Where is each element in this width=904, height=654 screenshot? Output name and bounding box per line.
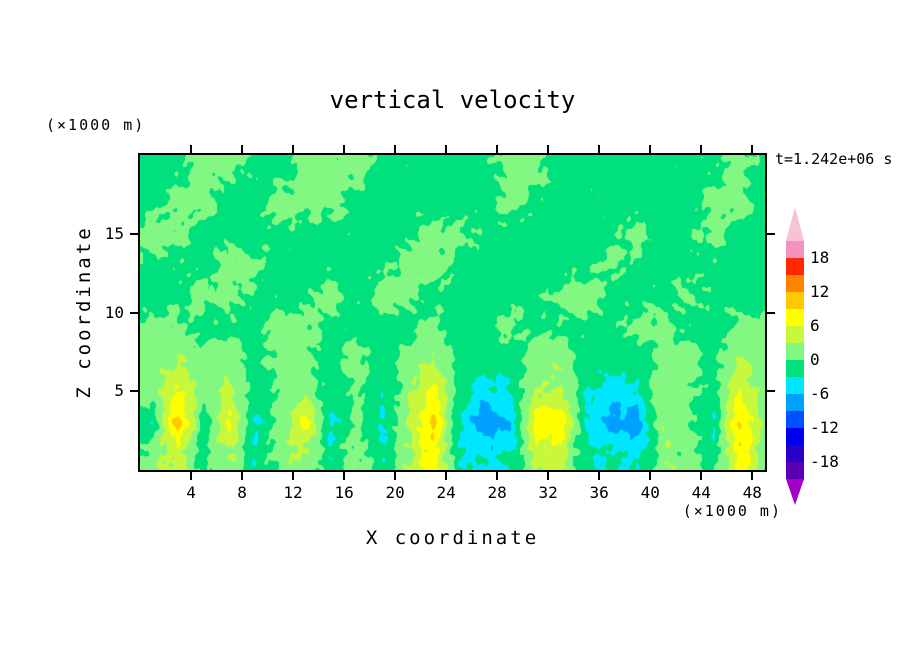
colorbar-segment bbox=[786, 394, 804, 411]
x-axis-tick-label: 4 bbox=[186, 483, 196, 502]
x-axis-tick bbox=[700, 145, 703, 153]
contour-field-canvas bbox=[140, 155, 765, 470]
colorbar-over-arrow bbox=[786, 207, 804, 241]
x-axis-tick bbox=[292, 472, 295, 480]
colorbar-segment bbox=[786, 428, 804, 445]
z-axis-tick bbox=[767, 390, 775, 393]
colorbar-segment bbox=[786, 292, 804, 309]
z-axis-tick bbox=[767, 232, 775, 235]
colorbar-tick-label: 6 bbox=[810, 316, 820, 335]
time-annotation: t=1.242e+06 s bbox=[775, 150, 893, 168]
x-axis-tick bbox=[343, 472, 346, 480]
y-axis-unit-label: (×1000 m) bbox=[46, 116, 146, 134]
x-axis-tick-label: 8 bbox=[237, 483, 247, 502]
x-axis-tick bbox=[598, 145, 601, 153]
x-axis-tick-label: 24 bbox=[436, 483, 456, 502]
x-axis-tick bbox=[700, 472, 703, 480]
x-axis-tick bbox=[241, 472, 244, 480]
x-axis-tick bbox=[598, 472, 601, 480]
colorbar-tick-label: 0 bbox=[810, 350, 820, 369]
colorbar-segment bbox=[786, 258, 804, 275]
colorbar-segment bbox=[786, 241, 804, 258]
x-axis-tick bbox=[394, 472, 397, 480]
colorbar-segment bbox=[786, 309, 804, 326]
x-axis-tick bbox=[547, 472, 550, 480]
colorbar-tick-label: -6 bbox=[810, 384, 830, 403]
x-axis-tick bbox=[190, 472, 193, 480]
colorbar-tick-label: 18 bbox=[810, 248, 830, 267]
x-axis-unit-label: (×1000 m) bbox=[682, 502, 782, 520]
colorbar-segment bbox=[786, 343, 804, 360]
plot-frame bbox=[138, 153, 767, 472]
colorbar-segment bbox=[786, 411, 804, 428]
z-axis-tick-label: 10 bbox=[104, 302, 124, 322]
figure-title: vertical velocity bbox=[329, 86, 576, 114]
z-axis-tick-label: 15 bbox=[104, 223, 124, 243]
colorbar-segment bbox=[786, 462, 804, 479]
x-axis-tick bbox=[445, 145, 448, 153]
colorbar-segment bbox=[786, 275, 804, 292]
z-axis-tick-label: 5 bbox=[114, 381, 124, 401]
x-axis-tick-label: 40 bbox=[640, 483, 660, 502]
colorbar-segment bbox=[786, 377, 804, 394]
x-axis-tick bbox=[649, 145, 652, 153]
x-axis-tick bbox=[547, 145, 550, 153]
x-axis-tick-label: 28 bbox=[487, 483, 507, 502]
colorbar-segment bbox=[786, 360, 804, 377]
x-axis-tick bbox=[241, 145, 244, 153]
colorbar-segment bbox=[786, 326, 804, 343]
z-axis-tick bbox=[130, 232, 138, 235]
x-axis-tick-label: 16 bbox=[334, 483, 354, 502]
x-axis-tick bbox=[292, 145, 295, 153]
x-axis-tick-label: 48 bbox=[742, 483, 762, 502]
x-axis-tick bbox=[445, 472, 448, 480]
x-axis-tick bbox=[496, 472, 499, 480]
x-axis-tick bbox=[649, 472, 652, 480]
x-axis-tick bbox=[496, 145, 499, 153]
x-axis-tick bbox=[343, 145, 346, 153]
colorbar: 18 12 6 0 -6 -12 -18 bbox=[786, 207, 839, 507]
x-axis-tick bbox=[394, 145, 397, 153]
x-axis-tick-label: 44 bbox=[691, 483, 711, 502]
x-axis-tick-label: 12 bbox=[283, 483, 303, 502]
x-axis-tick bbox=[190, 145, 193, 153]
colorbar-segment bbox=[786, 445, 804, 462]
z-axis-tick bbox=[130, 311, 138, 314]
x-axis-tick-label: 36 bbox=[589, 483, 609, 502]
x-axis-title: X coordinate bbox=[365, 527, 540, 549]
x-axis-tick-label: 20 bbox=[385, 483, 405, 502]
colorbar-under-arrow bbox=[786, 479, 804, 505]
colorbar-tick-label: 12 bbox=[810, 282, 830, 301]
x-axis-tick bbox=[751, 145, 754, 153]
colorbar-tick-label: -12 bbox=[810, 418, 839, 437]
z-axis-tick bbox=[130, 390, 138, 393]
z-axis-tick bbox=[767, 311, 775, 314]
x-axis-tick bbox=[751, 472, 754, 480]
colorbar-tick-label: -18 bbox=[810, 452, 839, 471]
x-axis-tick-label: 32 bbox=[538, 483, 558, 502]
